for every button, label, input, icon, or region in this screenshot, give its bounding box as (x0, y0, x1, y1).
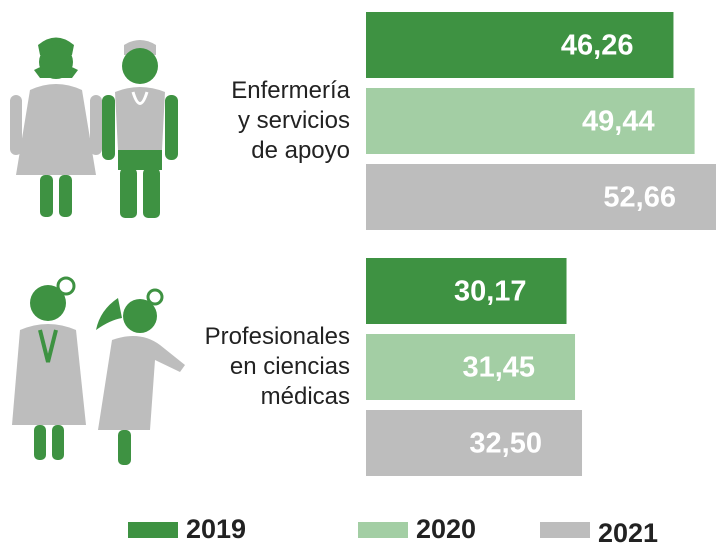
bar (366, 12, 674, 78)
value-label: 52,66 (603, 182, 676, 214)
legend-label: 2021 (598, 518, 658, 548)
legend-label: 2020 (416, 514, 476, 544)
legend-swatch (540, 522, 590, 538)
value-label: 49,44 (582, 106, 655, 138)
value-label: 30,17 (454, 276, 527, 308)
bar (366, 164, 716, 230)
category-label: Enfermería y servicios de apoyo (231, 77, 350, 164)
value-label: 46,26 (561, 30, 634, 62)
category-label: Profesionales en ciencias médicas (204, 323, 350, 410)
bar (366, 334, 576, 400)
legend-swatch (128, 522, 178, 538)
legend-label: 2019 (186, 514, 246, 544)
bar (366, 258, 567, 324)
nurse-icons (10, 37, 178, 218)
value-label: 32,50 (469, 428, 542, 460)
legend-swatch (358, 522, 408, 538)
bar (366, 88, 695, 154)
bar (366, 410, 583, 476)
value-label: 31,45 (462, 352, 535, 384)
doctor-icons (12, 276, 185, 465)
